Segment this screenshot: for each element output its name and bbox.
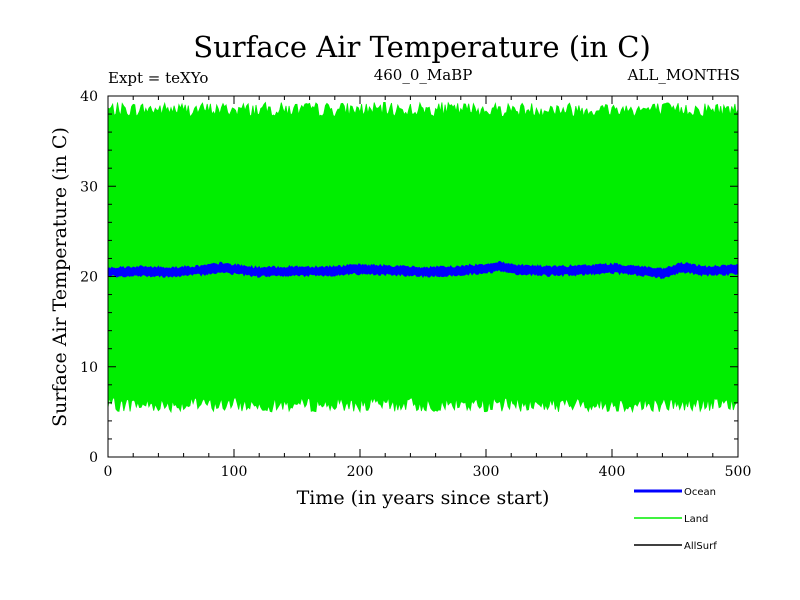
- y-tick-label: 40: [80, 89, 98, 105]
- x-tick-label: 300: [473, 464, 500, 480]
- y-tick-label: 10: [80, 360, 98, 376]
- y-tick-label: 20: [80, 270, 98, 286]
- x-tick-label: 400: [599, 464, 626, 480]
- y-tick-label: 0: [89, 450, 98, 466]
- legend-label-land: Land: [684, 514, 708, 525]
- x-axis-label: Time (in years since start): [297, 487, 550, 509]
- legend-label-ocean: Ocean: [684, 487, 716, 498]
- months-label: ALL_MONTHS: [627, 66, 740, 84]
- chart-title: Surface Air Temperature (in C): [193, 30, 651, 64]
- x-tick-label: 200: [347, 464, 374, 480]
- y-axis-label: Surface Air Temperature (in C): [49, 127, 71, 427]
- land-series: [107, 101, 739, 414]
- y-tick-label: 30: [80, 179, 98, 195]
- axis-ticks: [107, 95, 739, 458]
- tick-labels: 0 100 200 300 400 500 0 10 20 30 40: [80, 89, 751, 480]
- plot-area: [107, 101, 739, 414]
- x-tick-label: 100: [221, 464, 248, 480]
- legend: Ocean Land AllSurf: [634, 487, 717, 552]
- x-tick-label: 500: [725, 464, 752, 480]
- period-label: 460_0_MaBP: [374, 66, 473, 84]
- legend-label-allsurf: AllSurf: [684, 541, 717, 552]
- x-tick-label: 0: [104, 464, 113, 480]
- experiment-label: Expt = teXYo: [108, 69, 208, 87]
